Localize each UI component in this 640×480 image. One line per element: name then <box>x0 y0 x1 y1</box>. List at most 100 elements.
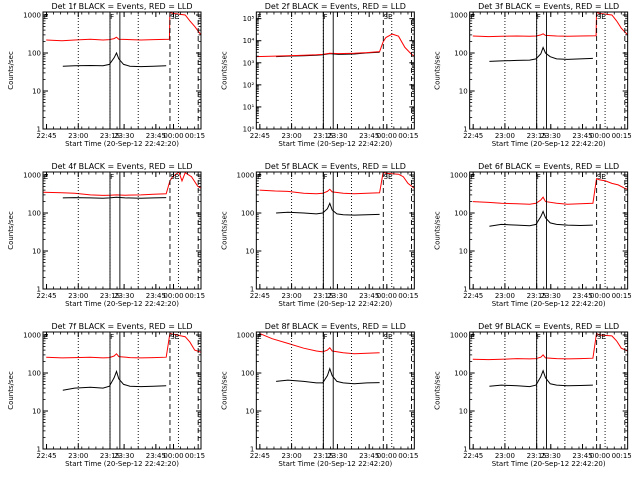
y-axis-label: Counts/sec <box>434 371 442 410</box>
y-tick-label: 1 <box>250 446 254 454</box>
plot-frame <box>469 171 629 290</box>
y-axis-label: Counts/sec <box>220 51 228 90</box>
chart-panel-6: Det 6f BLACK = Events, RED = LLD E F SE 1 10 1… <box>434 162 632 308</box>
chart-title: Det 4f BLACK = Events, RED = LLD <box>51 162 192 171</box>
chart-title: Det 6f BLACK = Events, RED = LLD <box>478 162 619 171</box>
plot-frame <box>42 11 202 130</box>
y-tick-label: 10² <box>243 81 255 89</box>
chart-panel-9: Det 9f BLACK = Events, RED = LLD E F SE 1 10 1… <box>434 322 632 468</box>
interval-marker-label: SE <box>597 13 606 21</box>
x-tick-label: 22:45 <box>36 292 56 300</box>
events-series-line <box>276 201 380 216</box>
x-tick-label: 23:45 <box>146 132 166 140</box>
chart-title: Det 1f BLACK = Events, RED = LLD <box>51 2 192 11</box>
y-tick-label: 1000 <box>237 172 255 180</box>
interval-marker-label: SE <box>170 333 179 341</box>
x-tick-label: 23:15 <box>527 452 547 460</box>
interval-marker-label: E <box>257 173 261 181</box>
interval-marker-label: F <box>110 173 114 181</box>
interval-marker-label: F <box>323 333 327 341</box>
x-tick-label: 23:30 <box>114 132 134 140</box>
x-tick-label: 23:45 <box>359 292 379 300</box>
y-tick-label: 100 <box>28 210 41 218</box>
chart-title: Det 5f BLACK = Events, RED = LLD <box>265 162 406 171</box>
lld-series-line <box>472 332 628 361</box>
y-tick-label: 1 <box>463 286 467 294</box>
y-tick-label: 10 <box>32 408 41 416</box>
series-group <box>472 172 628 289</box>
x-axis-label: Start Time (20-Sep-12 22:42:20) <box>65 300 179 308</box>
x-tick-label: 00:00 <box>163 452 183 460</box>
interval-marker-label: F <box>323 13 327 21</box>
events-series-line <box>489 369 593 388</box>
y-tick-label: 100 <box>28 50 41 58</box>
x-tick-label: 00:00 <box>377 292 397 300</box>
y-tick-label: 10¹ <box>243 103 255 111</box>
y-tick-label: 10⁰ <box>243 126 255 134</box>
y-tick-label: 10 <box>245 408 254 416</box>
events-series-line <box>489 210 593 227</box>
x-tick-label: 00:15 <box>185 292 205 300</box>
x-tick-label: 00:15 <box>185 132 205 140</box>
interval-marker-label: SE <box>597 333 606 341</box>
x-axis-label: Start Time (20-Sep-12 22:42:20) <box>278 300 392 308</box>
y-tick-label: 10⁵ <box>243 15 255 23</box>
x-tick-label: 00:00 <box>163 292 183 300</box>
interval-marker-label: E <box>44 13 48 21</box>
x-axis-label: Start Time (20-Sep-12 22:42:20) <box>278 140 392 148</box>
y-tick-label: 1000 <box>23 172 41 180</box>
x-tick-label: 23:45 <box>359 132 379 140</box>
y-tick-label: 10³ <box>243 59 255 67</box>
lld-series-line <box>256 33 415 58</box>
plot-frame <box>469 331 629 450</box>
interval-marker-label: F <box>537 13 541 21</box>
x-tick-label: 00:15 <box>398 132 418 140</box>
chart-title: Det 3f BLACK = Events, RED = LLD <box>478 2 619 11</box>
y-tick-label: 100 <box>454 210 467 218</box>
plot-frame <box>255 171 415 290</box>
x-axis-label: Start Time (20-Sep-12 22:42:20) <box>492 140 606 148</box>
interval-marker-label: F <box>110 13 114 21</box>
y-tick-label: 10 <box>459 88 468 96</box>
x-tick-label: 00:15 <box>612 132 632 140</box>
plot-frame <box>255 11 415 130</box>
x-tick-label: 00:00 <box>590 452 610 460</box>
y-tick-label: 100 <box>454 50 467 58</box>
interval-marker-label: E <box>470 13 474 21</box>
y-tick-label: 100 <box>454 370 467 378</box>
x-tick-label: 23:00 <box>495 132 515 140</box>
x-tick-label: 23:00 <box>495 452 515 460</box>
x-tick-label: 23:15 <box>527 132 547 140</box>
x-tick-label: 23:00 <box>282 132 302 140</box>
events-series-line <box>62 51 167 68</box>
chart-title: Det 2f BLACK = Events, RED = LLD <box>265 2 406 11</box>
x-tick-label: 22:45 <box>250 452 270 460</box>
series-group <box>472 332 628 449</box>
y-axis-label: Counts/sec <box>220 211 228 250</box>
events-series-line <box>489 46 593 62</box>
interval-marker-label: SE <box>170 173 179 181</box>
y-tick-label: 100 <box>28 370 41 378</box>
chart-title: Det 8f BLACK = Events, RED = LLD <box>265 322 406 331</box>
x-tick-label: 23:00 <box>282 292 302 300</box>
y-tick-label: 100 <box>241 370 254 378</box>
events-series-line <box>276 367 380 385</box>
interval-marker-label: F <box>537 173 541 181</box>
interval-marker-label: SE <box>384 13 393 21</box>
interval-marker-label: E <box>44 333 48 341</box>
x-tick-label: 23:15 <box>313 452 333 460</box>
x-axis-label: Start Time (20-Sep-12 22:42:20) <box>492 460 606 468</box>
x-tick-label: 22:45 <box>250 132 270 140</box>
x-tick-label: 23:15 <box>527 292 547 300</box>
x-tick-label: 00:15 <box>185 452 205 460</box>
x-tick-label: 22:45 <box>463 132 483 140</box>
events-series-line <box>62 196 167 199</box>
x-tick-label: 00:00 <box>163 132 183 140</box>
x-tick-label: 22:45 <box>463 292 483 300</box>
y-tick-label: 10 <box>245 248 254 256</box>
interval-marker-label: E <box>470 333 474 341</box>
x-tick-label: 00:00 <box>590 132 610 140</box>
